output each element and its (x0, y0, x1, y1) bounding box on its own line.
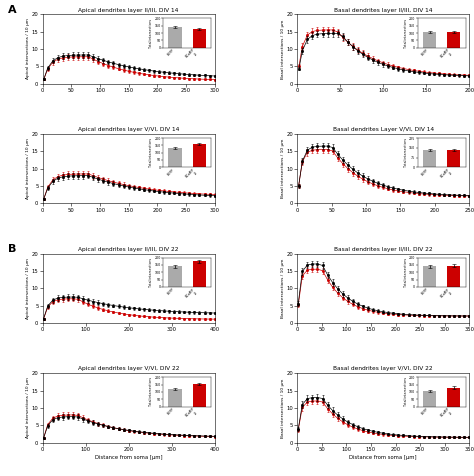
Y-axis label: Basal intersections / 10 μm: Basal intersections / 10 μm (281, 139, 285, 198)
Y-axis label: Apical intersections / 10 μm: Apical intersections / 10 μm (27, 258, 30, 319)
Y-axis label: Basal intersections / 10 μm: Basal intersections / 10 μm (281, 20, 285, 79)
Title: Apical dendrites layer II/III, DIV 22: Apical dendrites layer II/III, DIV 22 (78, 247, 179, 252)
Text: B: B (8, 245, 17, 255)
Y-axis label: Apical intersections / 10 μm: Apical intersections / 10 μm (27, 138, 30, 199)
Y-axis label: Basal intersections / 10 μm: Basal intersections / 10 μm (281, 258, 285, 318)
X-axis label: Distance from soma [μm]: Distance from soma [μm] (95, 455, 163, 460)
Title: Apical dendrites layer II/III, DIV 14: Apical dendrites layer II/III, DIV 14 (79, 8, 179, 12)
Title: Apical dendrites layer V/VI, DIV 14: Apical dendrites layer V/VI, DIV 14 (78, 127, 179, 132)
Title: Basal dendrites layer II/III, DIV 14: Basal dendrites layer II/III, DIV 14 (334, 8, 432, 12)
Y-axis label: Basal intersections / 10 μm: Basal intersections / 10 μm (281, 378, 285, 437)
X-axis label: Distance from soma [μm]: Distance from soma [μm] (349, 455, 417, 460)
Title: Basal dendrites layer V/VI, DIV 22: Basal dendrites layer V/VI, DIV 22 (333, 367, 433, 371)
Y-axis label: Apical intersections / 10 μm: Apical intersections / 10 μm (27, 19, 30, 79)
Y-axis label: Apical intersections / 10 μm: Apical intersections / 10 μm (27, 377, 30, 438)
Title: Basal dendrites layer II/III, DIV 22: Basal dendrites layer II/III, DIV 22 (334, 247, 433, 252)
Text: A: A (8, 5, 17, 15)
Title: Apical dendrites layer V/VI, DIV 22: Apical dendrites layer V/VI, DIV 22 (78, 367, 180, 371)
Title: Basal dendrites Layer V/VI, DIV 14: Basal dendrites Layer V/VI, DIV 14 (333, 127, 434, 132)
